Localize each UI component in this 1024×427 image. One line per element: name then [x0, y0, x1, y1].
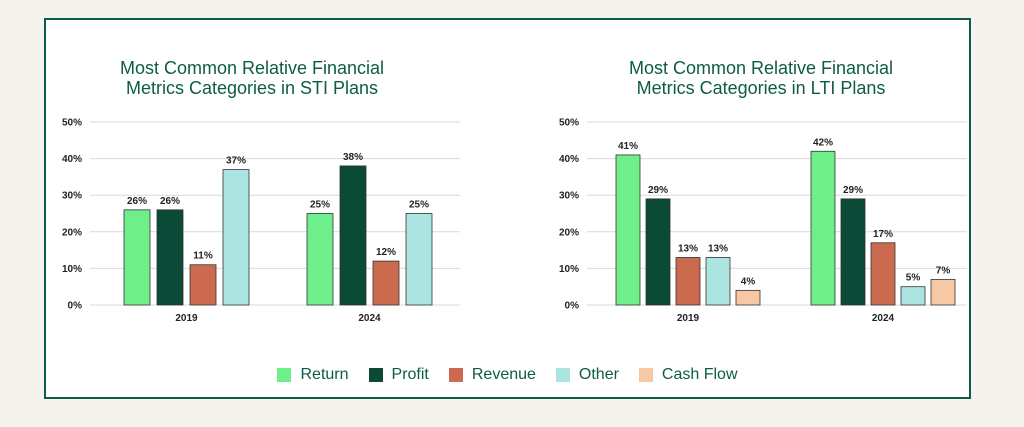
- bar-profit-2019: [156, 209, 184, 306]
- y-tick-label: 30%: [559, 191, 579, 202]
- bar-profit-2019: [645, 198, 671, 306]
- legend-swatch-profit: [368, 368, 383, 382]
- x-category-label: 2024: [358, 313, 381, 324]
- data-label: 4%: [741, 276, 756, 287]
- legend-item-profit: Profit: [368, 366, 429, 384]
- data-label: 13%: [678, 243, 698, 254]
- bar-cash-flow-2024: [930, 278, 956, 306]
- y-tick-label: 50%: [559, 118, 579, 129]
- y-tick-label: 30%: [62, 191, 82, 202]
- data-label: 25%: [310, 200, 330, 211]
- legend-item-cash-flow: Cash Flow: [638, 366, 738, 384]
- y-tick-label: 40%: [559, 154, 579, 165]
- data-label: 37%: [226, 156, 246, 167]
- bar-return-2024: [306, 213, 334, 306]
- data-label: 26%: [160, 196, 180, 207]
- data-label: 42%: [813, 137, 833, 148]
- data-label: 38%: [343, 152, 363, 163]
- y-tick-label: 20%: [559, 227, 579, 238]
- y-tick-label: 10%: [559, 264, 579, 275]
- legend-label-profit: Profit: [391, 366, 429, 383]
- data-label: 17%: [873, 229, 893, 240]
- chart-title-line: Most Common Relative Financial: [629, 58, 893, 78]
- chart-title-line: Metrics Categories in LTI Plans: [637, 78, 886, 98]
- bar-return-2019: [615, 154, 641, 306]
- y-tick-label: 40%: [62, 154, 82, 165]
- legend-label-revenue: Revenue: [471, 366, 536, 383]
- bar-revenue-2024: [870, 242, 896, 306]
- legend-label-return: Return: [300, 366, 349, 383]
- bar-revenue-2024: [372, 260, 400, 306]
- data-label: 29%: [843, 185, 863, 196]
- data-label: 7%: [936, 265, 951, 276]
- bar-revenue-2019: [675, 257, 701, 306]
- legend-swatch-revenue: [448, 368, 463, 382]
- legend-item-other: Other: [555, 366, 619, 384]
- x-category-label: 2019: [175, 313, 198, 324]
- data-label: 5%: [906, 273, 921, 284]
- legend-label-other: Other: [578, 366, 619, 383]
- bar-return-2024: [810, 150, 836, 306]
- chart-title-line: Most Common Relative Financial: [120, 58, 384, 78]
- figure-frame: Most Common Relative Financial Metrics Ca…: [44, 18, 971, 399]
- y-tick-label: 50%: [62, 118, 82, 129]
- bar-cash-flow-2019: [735, 289, 761, 306]
- data-label: 12%: [376, 247, 396, 258]
- legend-item-revenue: Revenue: [448, 366, 536, 384]
- data-label: 13%: [708, 243, 728, 254]
- x-category-label: 2019: [677, 313, 700, 324]
- y-tick-label: 20%: [62, 227, 82, 238]
- legend-item-return: Return: [277, 366, 349, 384]
- legend-label-cash-flow: Cash Flow: [661, 366, 738, 383]
- y-tick-label: 0%: [68, 301, 83, 312]
- legend-swatch-other: [555, 368, 570, 382]
- bar-profit-2024: [840, 198, 866, 306]
- data-label: 29%: [648, 185, 668, 196]
- legend-swatch-cash-flow: [638, 368, 653, 382]
- x-category-label: 2024: [872, 313, 895, 324]
- bar-revenue-2019: [189, 264, 217, 306]
- data-label: 11%: [193, 251, 213, 262]
- legend-swatch-return: [277, 368, 292, 382]
- bar-return-2019: [123, 209, 151, 306]
- data-label: 26%: [127, 196, 147, 207]
- data-label: 41%: [618, 141, 638, 152]
- bar-other-2024: [405, 213, 433, 306]
- y-tick-label: 10%: [62, 264, 82, 275]
- bar-other-2019: [222, 169, 250, 306]
- bar-other-2019: [705, 257, 731, 306]
- chart-title-line: Metrics Categories in STI Plans: [126, 78, 378, 98]
- bar-profit-2024: [339, 165, 367, 306]
- bar-other-2024: [900, 286, 926, 306]
- y-tick-label: 0%: [565, 301, 580, 312]
- legend: Return Profit Revenue Other Cash Flow: [46, 366, 969, 384]
- data-label: 25%: [409, 200, 429, 211]
